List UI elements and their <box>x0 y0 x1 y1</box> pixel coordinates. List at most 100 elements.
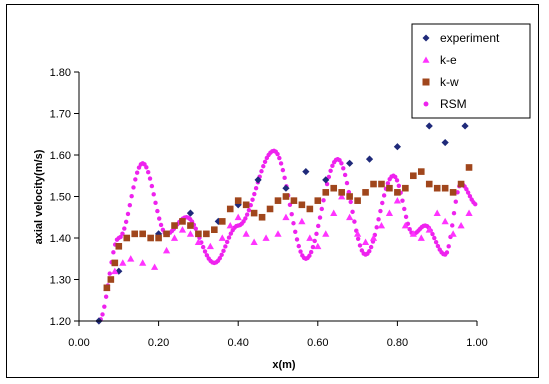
x-tick-label: 0.80 <box>387 337 408 349</box>
k-w-point <box>258 213 266 221</box>
k-w-point <box>354 197 361 204</box>
x-tick-label: 0.60 <box>307 337 328 349</box>
k-e-point <box>282 213 290 221</box>
tick-labels: 0.00 0.20 0.40 0.60 0.80 1.00 1.20 1.30 1.40 1.50… <box>50 67 488 349</box>
rsm-point <box>326 174 332 180</box>
k-e-point <box>234 213 242 221</box>
rsm-point <box>219 252 224 258</box>
legend-marker-experiment <box>422 34 430 42</box>
axes <box>74 71 478 326</box>
k-w-point <box>234 197 242 204</box>
rsm-point <box>153 200 158 206</box>
rsm-point <box>308 249 314 255</box>
rsm-point <box>435 243 441 249</box>
legend-label: RSM <box>440 97 467 111</box>
rsm-point <box>394 178 400 183</box>
k-w-point <box>171 222 178 229</box>
rsm-point <box>342 172 348 178</box>
rsm-point <box>204 253 210 258</box>
k-w-point <box>433 184 441 192</box>
rsm-point <box>314 231 319 237</box>
rsm-point <box>262 159 268 164</box>
k-w-point <box>179 218 186 225</box>
legend-label: k-w <box>440 75 459 89</box>
rsm-point <box>385 181 391 186</box>
rsm-point <box>464 187 469 192</box>
k-w-point <box>103 284 111 292</box>
rsm-point <box>131 185 136 190</box>
legend: experiment k-e k-w RSM <box>411 23 531 119</box>
rsm-point <box>446 244 451 249</box>
rsm-point <box>102 304 107 309</box>
k-w-point <box>338 189 345 196</box>
k-e-point <box>226 221 234 229</box>
k-e-point <box>178 226 187 233</box>
rsm-point <box>453 199 458 204</box>
x-axis-title: x(m) <box>272 359 296 371</box>
k-e-point <box>250 238 258 246</box>
rsm-point <box>145 169 151 175</box>
k-w-point <box>131 230 139 238</box>
x-tick-label: 0.20 <box>148 337 169 349</box>
k-w-point <box>211 226 218 233</box>
experiment-point <box>282 184 290 192</box>
y-tick-label: 1.80 <box>50 67 71 79</box>
rsm-point <box>224 239 230 245</box>
k-w-point <box>139 230 146 238</box>
rsm-point <box>352 219 357 224</box>
k-e-point <box>194 238 202 246</box>
k-e-point <box>314 242 322 250</box>
rsm-point <box>307 253 312 258</box>
rsm-point <box>133 177 138 182</box>
rsm-point <box>127 202 133 208</box>
experiment-point <box>461 122 469 130</box>
y-tick-label: 1.60 <box>50 150 71 162</box>
rsm-point <box>400 198 405 203</box>
rsm-point <box>357 243 363 248</box>
rsm-point <box>293 229 298 234</box>
legend-box <box>411 23 531 119</box>
rsm-point <box>376 217 381 222</box>
k-e-point <box>409 230 417 237</box>
rsm-point <box>316 223 321 229</box>
k-e-point <box>242 230 250 237</box>
rsm-point <box>432 235 437 241</box>
rsm-point <box>147 176 153 181</box>
k-w-point <box>147 234 154 242</box>
k-w-point <box>195 230 202 238</box>
legend-marker-k-w <box>422 78 430 86</box>
experiment-point <box>322 176 330 184</box>
k-e-point <box>218 234 226 241</box>
rsm-point <box>100 312 105 317</box>
rsm-point <box>261 164 266 169</box>
y-tick-label: 1.30 <box>50 275 71 287</box>
k-w-point <box>266 205 274 213</box>
x-tick-label: 0.40 <box>227 337 248 349</box>
rsm-point <box>246 207 252 213</box>
rsm-point <box>341 166 346 171</box>
rsm-point <box>433 239 439 245</box>
rsm-point <box>228 231 234 236</box>
rsm-point <box>253 186 259 191</box>
rsm-point <box>250 197 255 202</box>
k-w-point <box>111 259 119 267</box>
k-w-point <box>298 201 306 209</box>
experiment-point <box>365 155 374 163</box>
k-w-point <box>314 197 322 204</box>
k-w-point <box>163 230 170 238</box>
rsm-point <box>243 216 248 221</box>
legend-label: experiment <box>440 31 500 45</box>
k-e-point <box>425 226 433 233</box>
k-w-point <box>362 189 369 196</box>
k-w-point <box>457 180 465 188</box>
k-w-point <box>250 209 258 217</box>
rsm-point <box>200 244 206 250</box>
k-e-point <box>369 234 378 241</box>
k-w-point <box>402 184 409 192</box>
rsm-point <box>402 206 407 212</box>
rsm-point <box>455 190 460 195</box>
rsm-point <box>355 236 361 242</box>
k-e-point <box>385 209 394 216</box>
rsm-point <box>157 216 162 221</box>
rsm-point <box>151 192 156 197</box>
